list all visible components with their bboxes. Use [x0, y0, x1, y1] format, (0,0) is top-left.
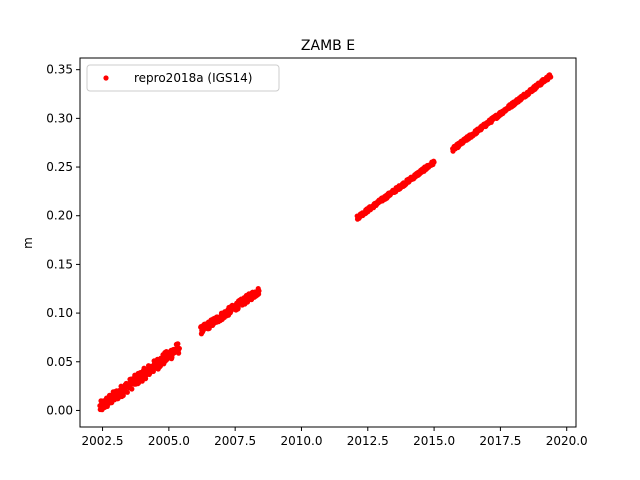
legend: repro2018a (IGS14) — [86, 64, 280, 92]
x-tick-label: 2015.0 — [413, 434, 455, 448]
x-tick-label: 2005.0 — [148, 434, 190, 448]
y-axis-label: m — [21, 237, 35, 249]
data-point — [176, 345, 182, 352]
data-point — [431, 159, 437, 165]
x-tick-label: 2020.0 — [546, 434, 588, 448]
data-point — [256, 288, 262, 294]
y-tick-label: 0.20 — [46, 209, 73, 223]
data-point — [124, 389, 130, 395]
data-point — [175, 341, 181, 347]
data-points — [97, 72, 554, 413]
x-tick-label: 2012.5 — [347, 434, 389, 448]
y-tick-label: 0.05 — [46, 355, 73, 369]
y-tick-label: 0.00 — [46, 403, 73, 417]
x-tick-label: 2007.5 — [214, 434, 256, 448]
chart-title: ZAMB E — [301, 38, 355, 54]
y-tick-label: 0.15 — [46, 257, 73, 271]
y-tick-label: 0.30 — [46, 111, 73, 125]
y-tick-label: 0.35 — [46, 63, 73, 77]
x-tick-label: 2002.5 — [82, 434, 124, 448]
legend-marker — [103, 75, 109, 81]
data-point — [150, 368, 156, 375]
legend-label: repro2018a (IGS14) — [134, 71, 252, 85]
y-tick-label: 0.10 — [46, 306, 73, 320]
data-point — [235, 305, 241, 311]
legend-box — [86, 64, 280, 92]
data-point — [129, 386, 135, 392]
x-tick-label: 2010.0 — [280, 434, 322, 448]
data-point — [548, 74, 554, 80]
x-tick-label: 2017.5 — [479, 434, 521, 448]
y-tick-label: 0.25 — [46, 160, 73, 174]
plot-frame — [79, 57, 577, 428]
data-point — [176, 350, 182, 356]
axis-ticks: 2002.5 2005.0 2007.5 2010.0 2012.5 2015.0 2017… — [46, 63, 587, 448]
